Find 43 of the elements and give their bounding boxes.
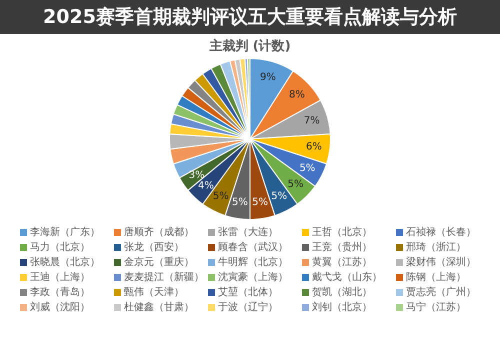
data-label: 5% xyxy=(271,190,288,202)
chart-title: 主裁判 (计数) xyxy=(208,38,292,55)
data-label: 7% xyxy=(304,116,320,127)
legend-label: 金京元（重庆） xyxy=(123,256,195,270)
legend-label: 麦麦提江（新疆） xyxy=(123,271,205,285)
data-label: 9% xyxy=(260,72,276,83)
data-label: 5% xyxy=(232,197,248,208)
legend-label: 戴弋戈（山东） xyxy=(311,271,383,285)
data-label: 5% xyxy=(299,162,316,174)
data-label: 6% xyxy=(306,142,322,153)
legend-label: 贾志亮（广州） xyxy=(405,286,477,300)
legend-label: 王竞（贵州） xyxy=(311,241,373,255)
legend-label: 梁财伟（深圳） xyxy=(405,256,477,270)
legend-label: 马宁（江苏） xyxy=(405,301,467,315)
legend-label: 牛明辉（北京） xyxy=(217,256,289,270)
text: 2025赛季首期裁判评议五大重要看点解读与分析 xyxy=(0,0,500,34)
legend-label: 马力（北京） xyxy=(29,241,91,255)
legend-label: 石祯禄（长春） xyxy=(405,226,477,240)
legend-label: 张龙（西安） xyxy=(123,241,185,255)
legend-label: 甄伟（天津） xyxy=(123,286,185,300)
legend-label: 于波（辽宁） xyxy=(217,301,279,315)
legend-label: 沈寅豪（上海） xyxy=(217,271,289,285)
legend-label: 刘钊（北京） xyxy=(311,301,373,315)
data-label: 5% xyxy=(288,179,304,190)
legend-label: 王迪（上海） xyxy=(29,271,91,285)
legend-label: 邢琦（浙江） xyxy=(405,241,467,255)
legend-label: 李海新（广东） xyxy=(29,226,101,240)
legend-label: 黄翼（江苏） xyxy=(311,256,373,270)
data-label: 8% xyxy=(289,90,305,101)
data-label: 4% xyxy=(198,180,214,192)
legend-label: 贺凯（湖北） xyxy=(311,286,373,300)
legend-label: 艾堃（北体） xyxy=(217,286,279,300)
legend-label: 顾春含（武汉） xyxy=(217,241,289,255)
legend-label: 陈钢（上海） xyxy=(405,271,467,285)
legend-label: 杜健鑫（甘肃） xyxy=(123,301,195,315)
legend-label: 李政（青岛） xyxy=(29,286,91,300)
legend-label: 唐顺齐（成都） xyxy=(123,226,195,240)
data-label: 5% xyxy=(252,197,268,208)
data-label: 5% xyxy=(212,190,229,202)
legend-label: 张晓晨（北京） xyxy=(29,256,101,270)
legend-label: 王哲（北京） xyxy=(311,226,373,240)
legend-label: 张雷（大连） xyxy=(217,226,279,240)
legend-label: 刘威（沈阳） xyxy=(29,301,91,315)
